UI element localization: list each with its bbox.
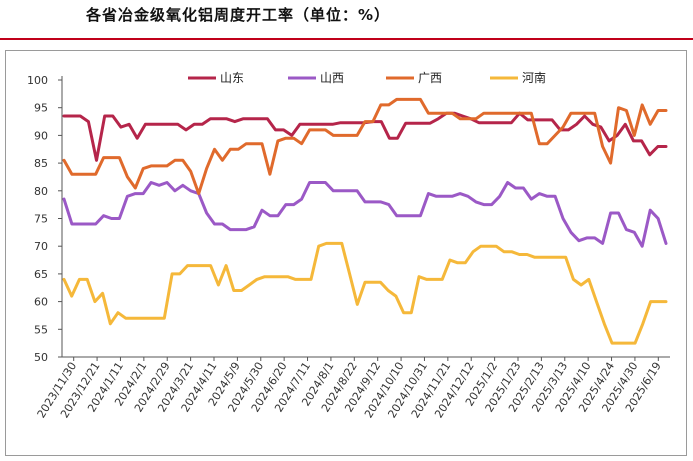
legend-label-0: 山东 [220, 71, 244, 85]
title-underline [0, 38, 693, 40]
y-tick-label: 75 [34, 213, 48, 226]
y-tick-label: 50 [34, 351, 48, 364]
y-tick-label: 70 [34, 240, 48, 253]
legend-label-3: 河南 [522, 70, 546, 85]
series-line-2 [62, 97, 668, 196]
y-tick-label: 85 [34, 157, 48, 170]
chart-frame [5, 50, 687, 456]
legend-label-1: 山西 [320, 71, 344, 85]
legend: 山东 山西 广西 河南 [188, 70, 546, 85]
series-line-3 [62, 241, 668, 345]
y-tick-label: 100 [27, 74, 48, 87]
y-tick-label: 80 [34, 185, 48, 198]
chart-title: 各省冶金级氧化铝周度开工率（单位：%） [86, 6, 391, 24]
y-tick-label: 95 [34, 102, 48, 115]
legend-label-2: 广西 [418, 71, 442, 85]
y-tick-label: 65 [34, 268, 48, 281]
y-tick-label: 90 [34, 129, 48, 142]
series-lines [62, 97, 668, 345]
y-tick-label: 55 [34, 323, 48, 336]
series-line-1 [62, 181, 668, 248]
y-tick-label: 60 [34, 296, 48, 309]
